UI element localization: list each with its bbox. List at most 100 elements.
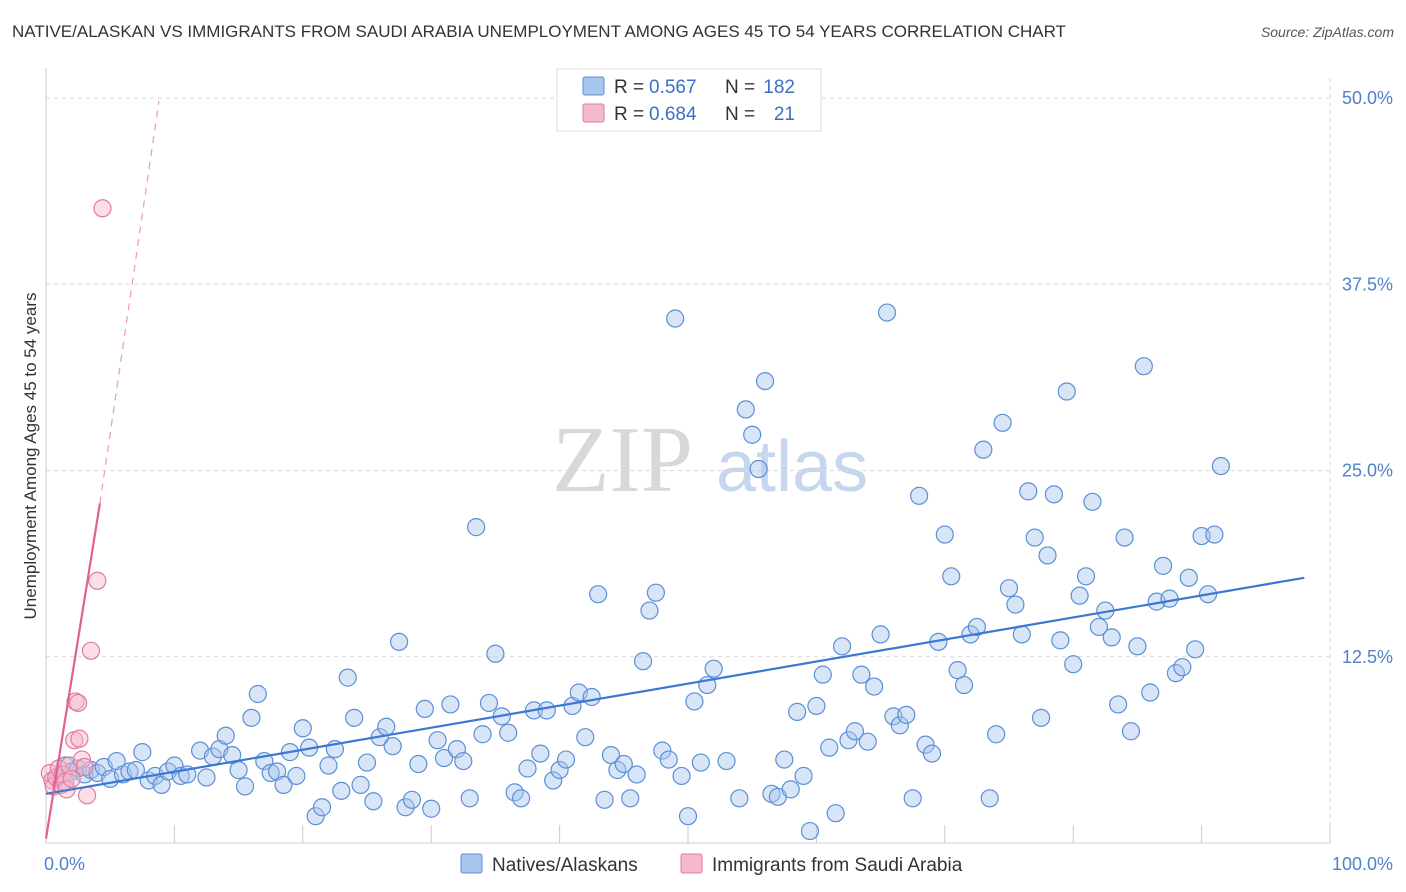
natives-point-84	[595, 790, 614, 809]
legend-n-label-2: N =	[725, 104, 755, 125]
natives-point-30	[248, 684, 267, 704]
natives-point-144	[993, 413, 1012, 432]
natives-point-178	[1211, 456, 1230, 476]
natives-point-153	[1051, 631, 1070, 650]
natives-point-128	[890, 716, 909, 735]
natives-point-83	[589, 585, 608, 604]
natives-point-162	[1109, 695, 1128, 714]
natives-point-111	[781, 780, 800, 799]
saudi-point-16	[75, 757, 94, 777]
natives-point-119	[832, 637, 852, 656]
natives-point-157	[1076, 567, 1096, 586]
natives-point-71	[511, 789, 531, 808]
legend-swatch-pink	[582, 103, 605, 123]
natives-point-78	[556, 750, 576, 769]
natives-point-155	[1064, 655, 1083, 674]
natives-point-101	[704, 659, 723, 678]
trend-line-saudi-extension	[99, 100, 160, 504]
natives-point-34	[274, 775, 293, 794]
natives-point-66	[479, 693, 499, 713]
natives-point-138	[954, 675, 974, 695]
natives-point-117	[820, 738, 839, 757]
natives-point-129	[897, 705, 916, 724]
natives-point-22	[197, 768, 216, 787]
natives-point-29	[242, 708, 261, 727]
natives-point-141	[974, 440, 993, 459]
y-tick-label-2: 37.5%	[1342, 274, 1393, 294]
natives-point-172	[1173, 658, 1192, 677]
bottom-legend-swatch-blue	[460, 853, 483, 874]
natives-point-72	[518, 759, 537, 778]
saudi-point-13	[68, 693, 88, 713]
natives-point-133	[922, 744, 942, 763]
natives-point-95	[666, 309, 685, 328]
natives-point-173	[1179, 568, 1198, 587]
natives-point-146	[1006, 595, 1025, 614]
legend-n-label-1: N =	[725, 77, 755, 98]
natives-point-170	[1160, 589, 1179, 608]
saudi-point-18	[81, 641, 101, 660]
natives-point-121	[845, 722, 865, 741]
natives-point-94	[659, 750, 678, 769]
natives-point-164	[1121, 722, 1141, 741]
bottom-legend-label-saudi: Immigrants from Saudi Arabia	[712, 855, 963, 876]
natives-point-165	[1128, 637, 1147, 656]
natives-point-120	[839, 731, 858, 750]
natives-point-25	[216, 726, 235, 745]
trend-line-saudi	[44, 503, 102, 839]
natives-point-88	[621, 789, 640, 808]
saudi-point-20	[93, 199, 112, 218]
natives-point-32	[261, 763, 280, 783]
bottom-legend-swatch-pink	[680, 853, 703, 874]
trend-line-natives	[45, 576, 1305, 795]
trend-lines	[44, 100, 1305, 839]
natives-point-105	[743, 425, 762, 444]
natives-point-150	[1031, 708, 1051, 727]
natives-point-167	[1141, 683, 1160, 702]
natives-point-140	[967, 617, 987, 637]
natives-point-59	[434, 748, 454, 768]
natives-point-47	[357, 753, 377, 772]
natives-point-82	[582, 687, 601, 707]
natives-point-112	[788, 702, 807, 721]
series-natives-alaskans	[49, 303, 1230, 841]
natives-point-37	[293, 719, 312, 738]
saudi-point-17	[77, 786, 97, 805]
natives-point-56	[415, 699, 434, 719]
natives-point-69	[499, 723, 518, 742]
natives-point-106	[749, 459, 768, 479]
natives-point-53	[396, 798, 415, 817]
natives-point-118	[826, 804, 845, 823]
natives-point-136	[942, 567, 961, 586]
x-tick-label-1: 100.0%	[1332, 854, 1393, 874]
natives-point-54	[402, 790, 422, 809]
natives-point-122	[852, 665, 871, 684]
natives-point-110	[775, 750, 794, 769]
natives-point-48	[364, 792, 383, 811]
natives-point-147	[1012, 625, 1031, 644]
natives-point-36	[287, 766, 306, 786]
natives-point-76	[544, 771, 563, 790]
source-credit: Source: ZipAtlas.com	[1260, 24, 1394, 40]
natives-point-87	[614, 754, 633, 774]
natives-point-98	[685, 692, 704, 711]
legend-r-label-2: R =	[614, 104, 644, 125]
natives-point-77	[550, 760, 569, 780]
natives-point-81	[576, 728, 595, 747]
natives-point-158	[1083, 492, 1102, 511]
natives-point-52	[390, 632, 409, 651]
natives-point-115	[807, 696, 826, 716]
natives-point-145	[999, 579, 1019, 598]
legend-r-value-1: 0.567	[649, 77, 697, 98]
y-tick-labels: 12.5% 25.0% 37.5% 50.0%	[1342, 88, 1393, 667]
natives-point-91	[640, 601, 659, 620]
natives-point-97	[678, 807, 698, 826]
series-legend: Natives/Alaskans Immigrants from Saudi A…	[460, 853, 963, 876]
legend-r-value-2: 0.684	[649, 104, 697, 125]
natives-point-64	[467, 518, 486, 537]
watermark-atlas: atlas	[716, 427, 868, 507]
natives-point-125	[871, 625, 890, 644]
natives-point-90	[633, 652, 653, 671]
natives-point-75	[537, 701, 556, 720]
natives-point-113	[794, 766, 813, 786]
